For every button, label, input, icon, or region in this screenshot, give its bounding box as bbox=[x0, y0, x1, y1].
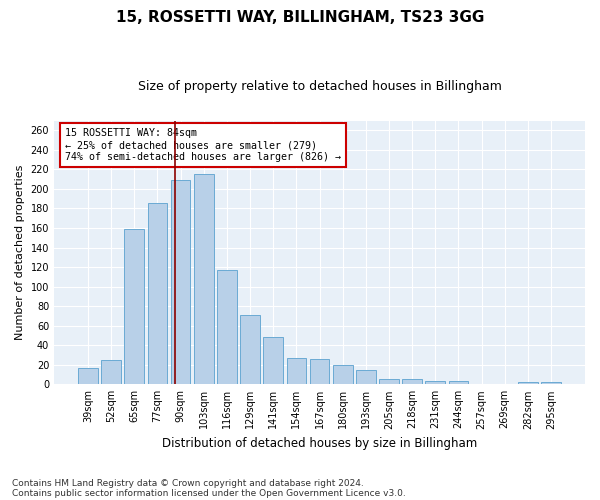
Bar bbox=[541, 382, 561, 384]
Bar bbox=[148, 202, 167, 384]
Bar bbox=[425, 382, 445, 384]
Title: Size of property relative to detached houses in Billingham: Size of property relative to detached ho… bbox=[137, 80, 502, 93]
X-axis label: Distribution of detached houses by size in Billingham: Distribution of detached houses by size … bbox=[162, 437, 477, 450]
Bar bbox=[379, 380, 399, 384]
Bar bbox=[217, 270, 237, 384]
Bar bbox=[171, 180, 190, 384]
Text: 15 ROSSETTI WAY: 84sqm
← 25% of detached houses are smaller (279)
74% of semi-de: 15 ROSSETTI WAY: 84sqm ← 25% of detached… bbox=[65, 128, 341, 162]
Bar bbox=[356, 370, 376, 384]
Bar bbox=[124, 229, 144, 384]
Bar bbox=[518, 382, 538, 384]
Bar bbox=[287, 358, 306, 384]
Text: Contains public sector information licensed under the Open Government Licence v3: Contains public sector information licen… bbox=[12, 488, 406, 498]
Bar bbox=[78, 368, 98, 384]
Bar bbox=[101, 360, 121, 384]
Bar bbox=[194, 174, 214, 384]
Bar bbox=[240, 315, 260, 384]
Text: Contains HM Land Registry data © Crown copyright and database right 2024.: Contains HM Land Registry data © Crown c… bbox=[12, 478, 364, 488]
Y-axis label: Number of detached properties: Number of detached properties bbox=[15, 164, 25, 340]
Bar bbox=[263, 338, 283, 384]
Bar bbox=[310, 359, 329, 384]
Bar bbox=[402, 380, 422, 384]
Bar bbox=[449, 382, 468, 384]
Text: 15, ROSSETTI WAY, BILLINGHAM, TS23 3GG: 15, ROSSETTI WAY, BILLINGHAM, TS23 3GG bbox=[116, 10, 484, 25]
Bar bbox=[333, 365, 353, 384]
